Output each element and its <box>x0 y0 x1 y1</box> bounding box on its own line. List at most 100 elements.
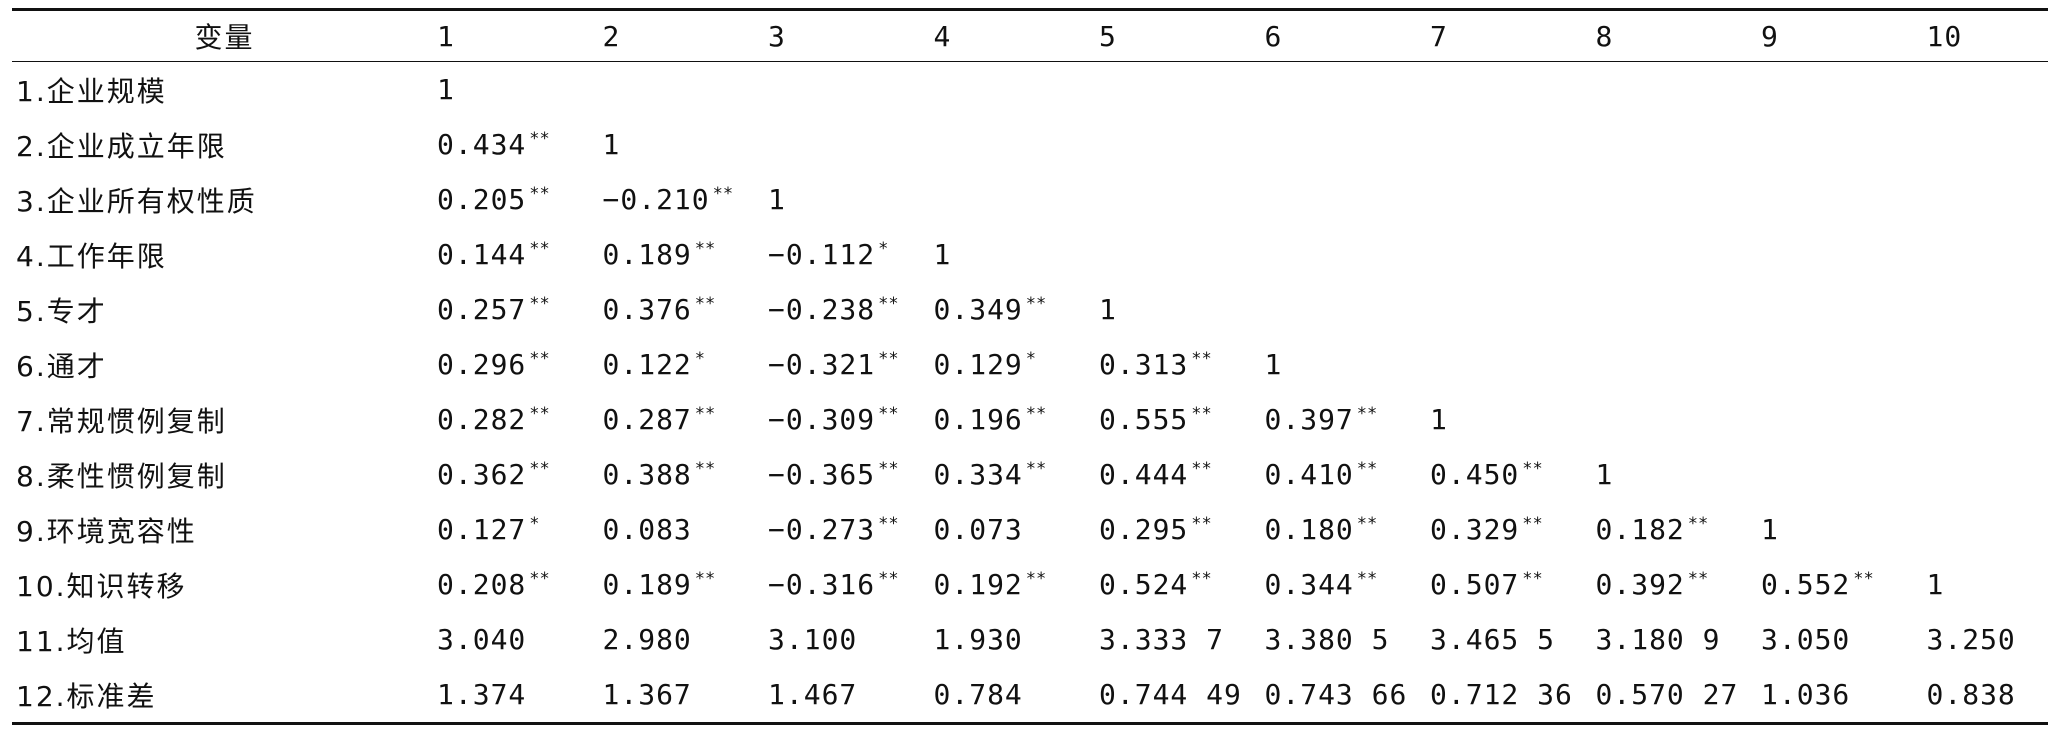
column-header-2: 2 <box>602 19 621 53</box>
table-cell: 1 <box>1099 282 1265 337</box>
table-header-row: 变量 1 2 3 4 5 6 7 8 9 10 <box>12 9 2048 62</box>
row-label: 5.专才 <box>16 294 107 328</box>
cell-value: 1 <box>1099 293 1117 326</box>
cell-value: 0.334 <box>933 458 1023 491</box>
cell-value: 0.362 <box>437 458 527 491</box>
cell-value: 1.374 <box>437 678 527 711</box>
table-cell: 0.287 ** <box>603 392 769 447</box>
table-cell <box>603 62 769 118</box>
column-header-4: 4 <box>933 19 952 53</box>
cell-value: 1 <box>933 238 952 271</box>
row-label: 2.企业成立年限 <box>16 129 227 163</box>
table-cell: 0.444 ** <box>1099 447 1265 502</box>
significance-marker: ** <box>529 404 550 424</box>
table-cell: 0.295 ** <box>1099 502 1265 557</box>
column-header-1: 1 <box>437 19 455 53</box>
table-cell: 3.050 <box>1761 612 1927 667</box>
cell-value: 2.980 <box>602 623 692 656</box>
cell-value: 3.100 <box>768 623 858 656</box>
cell-value: 0.555 <box>1099 403 1189 436</box>
cell-value: 0.444 <box>1099 458 1189 491</box>
table-cell: 0.257 ** <box>437 282 603 337</box>
column-header-7: 7 <box>1430 19 1448 53</box>
table-cell <box>934 172 1100 227</box>
table-cell <box>1927 62 2048 118</box>
table-row: 12.标准差 1.374 1.367 1.467 0.784 0.744 49 0.743 … <box>12 667 2048 724</box>
cell-value: 0.349 <box>933 293 1023 326</box>
table-cell: 0.743 66 <box>1265 667 1431 724</box>
cell-value: 1 <box>1430 403 1448 436</box>
table-cell: 0.838 <box>1927 667 2048 724</box>
cell-value: 3.040 <box>437 623 527 656</box>
table-cell <box>1761 282 1927 337</box>
table-cell <box>1265 227 1431 282</box>
table-cell <box>1927 172 2048 227</box>
cell-value: 3.050 <box>1761 623 1851 656</box>
table-cell <box>1761 172 1927 227</box>
table-cell <box>1927 447 2048 502</box>
significance-marker: ** <box>529 239 550 259</box>
cell-value: −0.273 <box>768 513 876 546</box>
significance-marker: ** <box>1191 404 1212 424</box>
table-cell <box>1430 172 1596 227</box>
cell-value: 3.180 9 <box>1595 623 1721 656</box>
significance-marker: ** <box>1191 569 1212 589</box>
cell-value: 0.295 <box>1099 513 1189 546</box>
table-cell <box>1430 117 1596 172</box>
table-cell: 0.189 ** <box>603 557 769 612</box>
cell-value: 0.397 <box>1264 403 1354 436</box>
cell-value: 0.122 <box>602 348 692 381</box>
table-cell <box>1596 62 1762 118</box>
cell-value: 0.073 <box>933 513 1023 546</box>
significance-marker: * <box>1025 349 1037 369</box>
significance-marker: ** <box>1025 569 1047 589</box>
table-cell: −0.309 ** <box>768 392 934 447</box>
table-cell: 0.073 <box>934 502 1100 557</box>
table-row: 2.企业成立年限 0.434 ** 1 <box>12 117 2048 172</box>
column-header-3: 3 <box>768 19 786 53</box>
table-cell: 0.744 49 <box>1099 667 1265 724</box>
table-row: 4.工作年限 0.144 ** 0.189 ** −0.112 * 1 <box>12 227 2048 282</box>
table-cell <box>1927 117 2048 172</box>
significance-marker: ** <box>1025 294 1047 314</box>
table-cell: 1.036 <box>1761 667 1927 724</box>
significance-marker: ** <box>1522 459 1543 479</box>
table-cell: −0.365 ** <box>768 447 934 502</box>
cell-value: 1 <box>602 128 621 161</box>
table-cell: 0.205 ** <box>437 172 603 227</box>
table-cell: 0.784 <box>934 667 1100 724</box>
cell-value: 0.376 <box>602 293 692 326</box>
table-cell <box>768 117 934 172</box>
cell-value: 0.296 <box>437 348 527 381</box>
table-cell: −0.112 * <box>768 227 934 282</box>
table-cell: 0.376 ** <box>603 282 769 337</box>
table-cell <box>1596 392 1762 447</box>
cell-value: 1 <box>1595 458 1614 491</box>
cell-value: 0.313 <box>1099 348 1189 381</box>
table-cell: 0.344 ** <box>1265 557 1431 612</box>
cell-value: 3.380 5 <box>1264 623 1390 656</box>
significance-marker: ** <box>1191 349 1212 369</box>
table-cell: 0.083 <box>603 502 769 557</box>
cell-value: 0.127 <box>437 513 527 546</box>
significance-marker: ** <box>878 514 899 534</box>
table-cell: 1 <box>1927 557 2048 612</box>
table-cell <box>1761 392 1927 447</box>
table-cell: 1 <box>1761 502 1927 557</box>
cell-value: 1 <box>1264 348 1283 381</box>
table-cell <box>1430 337 1596 392</box>
table-cell <box>1761 337 1927 392</box>
table-cell <box>1927 392 2048 447</box>
correlation-table: 变量 1 2 3 4 5 6 7 8 9 10 1.企业规模 1 2.企业成立年限 0.434 ** 1 3.… <box>12 8 2048 725</box>
correlation-table-container: 变量 1 2 3 4 5 6 7 8 9 10 1.企业规模 1 2.企业成立年限 0.434 ** 1 3.… <box>12 8 2048 725</box>
row-label: 8.柔性惯例复制 <box>16 459 227 493</box>
significance-marker: ** <box>529 184 550 204</box>
significance-marker: ** <box>878 459 899 479</box>
table-row: 6.通才 0.296 ** 0.122 * −0.321 ** 0.129 * 0.313 ** 1 <box>12 337 2048 392</box>
table-cell: 0.282 ** <box>437 392 603 447</box>
table-cell <box>1265 62 1431 118</box>
table-cell: 1 <box>934 227 1100 282</box>
table-cell: 0.182 ** <box>1596 502 1762 557</box>
table-cell <box>1927 282 2048 337</box>
cell-value: −0.316 <box>768 568 876 601</box>
